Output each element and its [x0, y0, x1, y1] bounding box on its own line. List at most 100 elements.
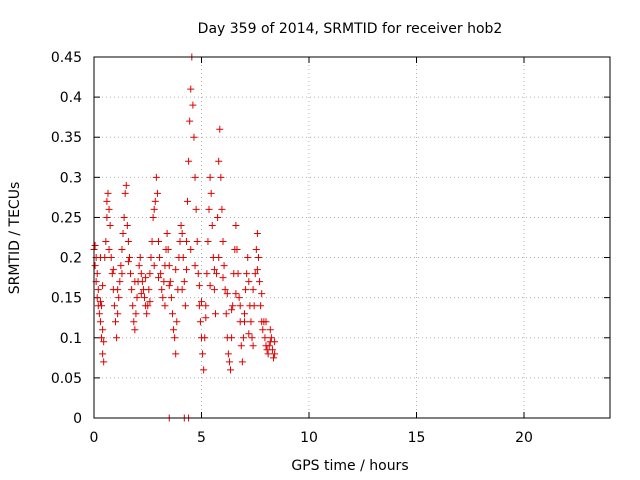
y-axis-label: SRMTID / TECUs — [7, 182, 23, 295]
y-tick-label: 0 — [73, 411, 82, 427]
data-point — [146, 298, 154, 306]
data-point — [248, 334, 256, 342]
data-point — [239, 334, 247, 342]
data-points — [90, 53, 279, 422]
data-point — [195, 302, 203, 310]
data-point — [95, 310, 103, 318]
data-point — [218, 205, 226, 213]
data-point — [128, 286, 136, 294]
data-point — [96, 318, 104, 326]
data-point — [244, 254, 252, 262]
data-point — [165, 262, 173, 270]
data-point — [217, 173, 225, 181]
data-point — [123, 221, 131, 229]
data-point — [251, 270, 259, 278]
data-point — [250, 302, 258, 310]
data-point — [116, 278, 124, 286]
data-point — [159, 294, 167, 302]
data-point — [195, 282, 203, 290]
data-point — [115, 294, 123, 302]
data-point — [228, 334, 236, 342]
data-point — [127, 270, 135, 278]
data-point — [258, 290, 266, 298]
data-point — [228, 306, 236, 314]
data-point — [112, 318, 119, 326]
data-point — [99, 326, 107, 334]
data-point — [143, 310, 151, 318]
data-point — [166, 278, 174, 286]
data-point — [203, 270, 211, 278]
data-point — [135, 262, 143, 270]
data-point — [227, 366, 235, 374]
data-point — [104, 189, 112, 197]
data-point — [91, 242, 99, 250]
data-point — [219, 274, 227, 282]
data-point — [254, 254, 262, 262]
data-point — [242, 286, 250, 294]
data-point — [178, 286, 186, 294]
data-point — [124, 258, 132, 266]
data-point — [98, 302, 106, 310]
data-point — [117, 262, 125, 270]
y-tick-label: 0.2 — [60, 251, 82, 267]
data-point — [202, 302, 210, 310]
data-point — [163, 229, 171, 237]
data-point — [110, 302, 118, 310]
data-point — [161, 302, 169, 310]
data-point — [259, 326, 267, 334]
data-point — [118, 270, 126, 278]
data-point — [156, 254, 164, 262]
data-point — [147, 254, 155, 262]
data-point — [202, 314, 210, 322]
data-point — [207, 189, 215, 197]
data-point — [114, 286, 122, 294]
data-point — [249, 342, 257, 350]
data-point — [270, 354, 278, 362]
data-point — [271, 350, 279, 358]
data-point — [152, 173, 160, 181]
data-point — [234, 270, 242, 278]
x-axis-label: GPS time / hours — [291, 458, 408, 474]
data-point — [253, 229, 261, 237]
data-point — [247, 318, 255, 326]
data-point — [150, 205, 158, 213]
data-point — [216, 125, 224, 133]
data-point — [160, 278, 168, 286]
data-point — [153, 189, 161, 197]
data-point — [249, 286, 257, 294]
data-point — [100, 358, 108, 366]
data-point — [107, 254, 115, 262]
data-point — [194, 270, 202, 278]
data-point — [148, 238, 156, 246]
data-point — [179, 254, 187, 262]
data-point — [133, 294, 141, 302]
data-point — [103, 213, 111, 221]
data-point — [210, 286, 218, 294]
data-point — [265, 342, 273, 350]
data-point — [190, 133, 198, 141]
data-point — [232, 290, 240, 298]
data-point — [137, 290, 145, 298]
data-point — [138, 278, 146, 286]
data-point — [99, 350, 107, 358]
data-point — [185, 157, 193, 165]
data-point — [187, 246, 195, 254]
y-tick-label: 0.4 — [60, 90, 82, 106]
data-point — [200, 366, 208, 374]
data-point — [165, 282, 173, 290]
x-tick-label: 10 — [300, 430, 318, 446]
axis-ticks: 0 0.05 0.1 0.15 0.2 0.25 0.3 0.35 0.4 0.45 0 5 10 15 2… — [51, 50, 610, 446]
data-point — [215, 157, 223, 165]
data-point — [196, 318, 204, 326]
data-point — [119, 229, 127, 237]
data-point — [210, 266, 218, 274]
data-point — [252, 246, 260, 254]
data-point — [222, 310, 230, 318]
data-point — [96, 298, 104, 306]
data-point — [121, 189, 129, 197]
data-point — [191, 262, 199, 270]
data-point — [168, 310, 176, 318]
data-point — [145, 286, 153, 294]
data-point — [114, 310, 122, 318]
data-point — [98, 334, 106, 342]
